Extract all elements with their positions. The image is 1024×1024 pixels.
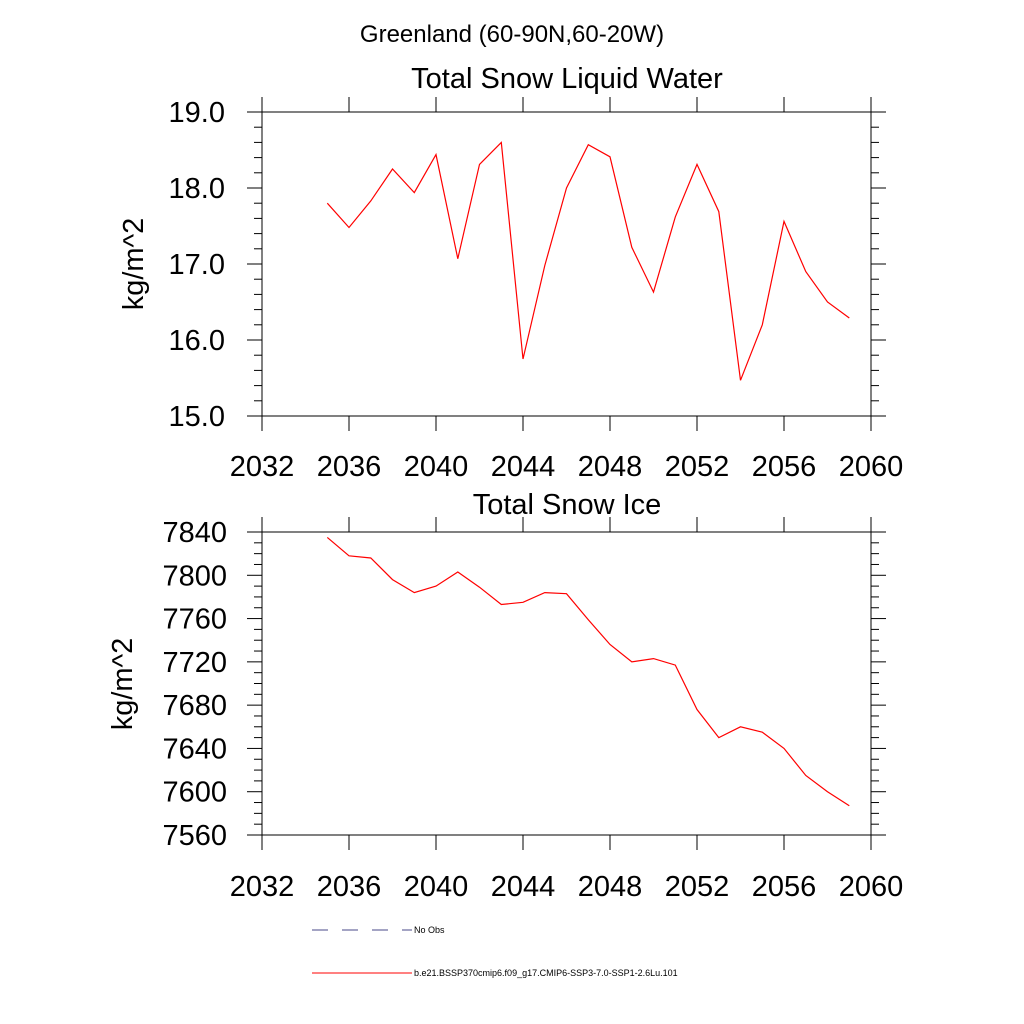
legend-label: No Obs <box>414 925 445 935</box>
chart-title: Total Snow Liquid Water <box>411 63 723 95</box>
y-axis-label: kg/m^2 <box>118 218 150 311</box>
y-tick-label: 16.0 <box>169 325 225 357</box>
x-tick-label: 2040 <box>404 871 469 903</box>
y-tick-label: 7840 <box>162 517 227 549</box>
x-tick-label: 2040 <box>404 451 469 483</box>
series-line <box>326 536 850 807</box>
y-tick-label: 18.0 <box>169 173 225 205</box>
axis-ticks <box>247 97 886 431</box>
y-axis-label: kg/m^2 <box>107 638 139 731</box>
plot-frame <box>261 531 872 836</box>
x-tick-label: 2052 <box>665 451 730 483</box>
chart-snow-ice: Total Snow Ice kg/m^2 2032 2036 2040 2044 20… <box>107 489 903 903</box>
x-tick-labels: 2032 2036 2040 2044 2048 2052 2056 2060 <box>230 451 904 483</box>
x-tick-label: 2036 <box>317 451 382 483</box>
x-tick-labels: 2032 2036 2040 2044 2048 2052 2056 2060 <box>230 871 904 903</box>
axis-ticks <box>247 517 886 850</box>
x-tick-label: 2032 <box>230 451 295 483</box>
x-tick-label: 2056 <box>752 871 817 903</box>
x-tick-label: 2036 <box>317 871 382 903</box>
legend-item-model-run: b.e21.BSSP370cmip6.f09_g17.CMIP6-SSP3-7.… <box>312 968 678 978</box>
x-tick-label: 2044 <box>491 451 556 483</box>
figure-title: Greenland (60-90N,60-20W) <box>360 21 664 48</box>
x-tick-label: 2044 <box>491 871 556 903</box>
y-tick-labels: 7560 7600 7640 7680 7720 7760 7800 7840 <box>162 517 227 852</box>
y-tick-label: 7680 <box>162 690 227 722</box>
data-lines <box>326 536 850 807</box>
legend-label: b.e21.BSSP370cmip6.f09_g17.CMIP6-SSP3-7.… <box>414 968 678 978</box>
x-tick-label: 2032 <box>230 871 295 903</box>
y-tick-label: 7600 <box>162 777 227 809</box>
x-tick-label: 2060 <box>839 451 904 483</box>
y-tick-label: 17.0 <box>169 249 225 281</box>
x-tick-label: 2052 <box>665 871 730 903</box>
x-tick-label: 2056 <box>752 451 817 483</box>
chart-title: Total Snow Ice <box>473 489 662 521</box>
x-tick-label: 2048 <box>578 451 643 483</box>
y-tick-label: 15.0 <box>169 401 225 433</box>
series-line <box>326 141 850 381</box>
y-tick-label: 7720 <box>162 647 227 679</box>
y-tick-label: 19.0 <box>169 97 225 129</box>
legend: No Obs b.e21.BSSP370cmip6.f09_g17.CMIP6-… <box>312 925 678 978</box>
plot-frame <box>261 111 872 417</box>
y-tick-label: 7560 <box>162 820 227 852</box>
y-tick-label: 7760 <box>162 604 227 636</box>
y-tick-label: 7800 <box>162 560 227 592</box>
chart-liquid-water: Total Snow Liquid Water kg/m^2 2032 2036 2… <box>118 63 903 483</box>
data-lines <box>326 141 850 381</box>
x-tick-label: 2048 <box>578 871 643 903</box>
x-tick-label: 2060 <box>839 871 904 903</box>
y-tick-labels: 15.0 16.0 17.0 18.0 19.0 <box>169 97 225 433</box>
legend-item-no-obs: No Obs <box>312 925 445 935</box>
y-tick-label: 7640 <box>162 733 227 765</box>
